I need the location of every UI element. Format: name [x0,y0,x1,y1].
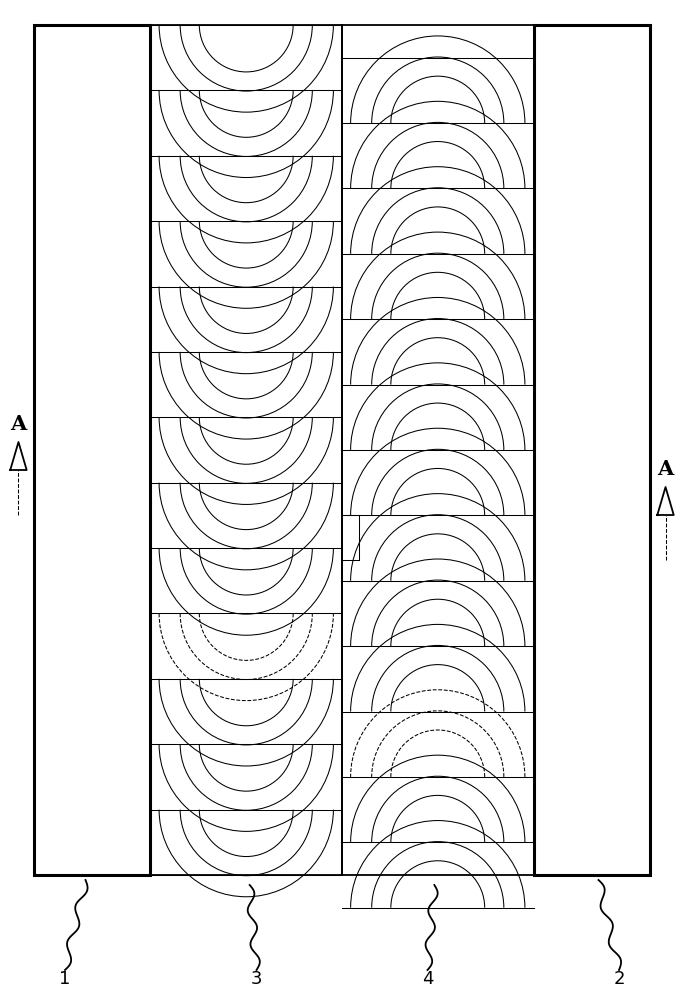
Bar [534,25,650,875]
Bar [34,25,150,875]
Text: 3: 3 [251,970,262,988]
Text: 1: 1 [60,970,70,988]
Text: 2: 2 [614,970,624,988]
Text: 4: 4 [422,970,433,988]
Text: A: A [657,459,674,479]
Text: A: A [10,414,27,434]
